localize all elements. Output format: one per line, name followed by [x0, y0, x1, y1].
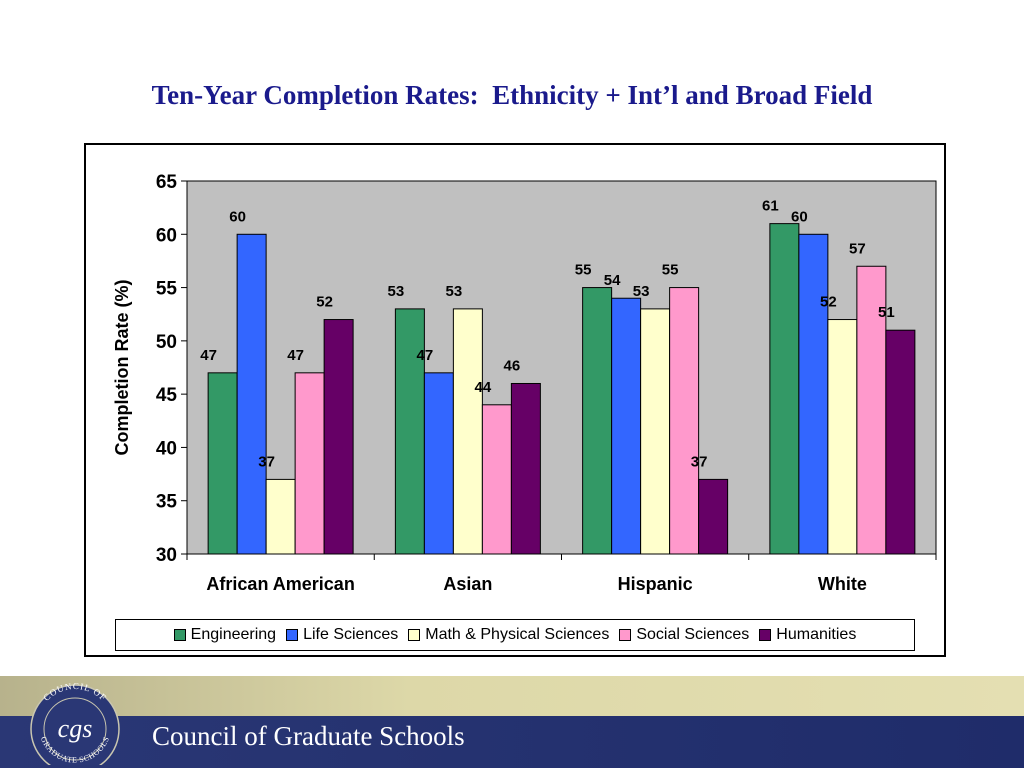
data-label: 52	[820, 294, 837, 311]
legend-item: Engineering	[173, 626, 277, 644]
bar	[481, 404, 512, 555]
legend-swatch	[759, 629, 772, 641]
bar	[294, 372, 325, 555]
bar	[798, 233, 829, 555]
bar	[582, 287, 613, 555]
data-label: 51	[878, 304, 895, 321]
bar	[236, 233, 267, 555]
bar	[827, 319, 858, 555]
bar	[698, 478, 729, 555]
cgs-seal-logo: COUNCIL OF GRADUATE SCHOOLS cgs	[30, 683, 120, 765]
legend-swatch	[408, 629, 421, 641]
legend-swatch	[619, 629, 632, 641]
y-tick-label: 30	[156, 545, 177, 566]
x-category-label: White	[818, 574, 867, 594]
bar	[510, 382, 541, 555]
data-label: 37	[258, 453, 275, 470]
legend-label: Engineering	[190, 626, 277, 643]
y-tick-label: 50	[156, 332, 177, 353]
bar	[452, 308, 483, 555]
bar	[769, 223, 800, 555]
data-label: 60	[229, 208, 246, 225]
slide-title: Ten-Year Completion Rates: Ethnicity + I…	[151, 80, 873, 110]
y-tick-label: 60	[156, 225, 177, 246]
y-tick-label: 55	[156, 279, 178, 300]
bar-chart: 30 35 40 45 50 55 60 65 Completion Rate (%) 47 60 3…	[112, 172, 937, 594]
bar	[323, 319, 354, 555]
y-tick-label: 35	[156, 492, 178, 513]
seal-monogram: cgs	[58, 714, 93, 743]
data-label: 47	[417, 347, 434, 364]
footer-band	[0, 676, 1024, 716]
bar	[885, 329, 916, 555]
data-label: 44	[475, 379, 492, 396]
bar	[423, 372, 454, 555]
data-label: 57	[849, 240, 866, 257]
chart-legend: Engineering Life Sciences Math & Physical …	[115, 619, 915, 651]
x-category-label: Asian	[443, 574, 492, 594]
legend-label: Math & Physical Sciences	[425, 626, 610, 643]
data-label: 46	[504, 357, 521, 374]
bar	[640, 308, 671, 555]
legend-item: Math & Physical Sciences	[408, 626, 609, 644]
data-label: 54	[604, 272, 621, 289]
y-tick-label: 40	[156, 438, 177, 459]
data-label: 61	[762, 198, 779, 215]
organization-name: Council of Graduate Schools	[152, 721, 465, 751]
chart-frame: 30 35 40 45 50 55 60 65 Completion Rate (%) 47 60 3…	[84, 143, 946, 657]
y-tick-label: 65	[156, 172, 178, 193]
y-tick-label: 45	[156, 385, 178, 406]
bar	[856, 265, 887, 555]
data-label: 37	[691, 453, 708, 470]
data-label: 55	[575, 262, 592, 279]
legend-item: Life Sciences	[286, 626, 398, 644]
legend-swatch	[173, 629, 186, 641]
y-axis-title: Completion Rate (%)	[112, 279, 132, 455]
data-label: 55	[662, 262, 679, 279]
data-label: 60	[791, 208, 808, 225]
legend-label: Social Sciences	[636, 626, 750, 643]
legend-label: Life Sciences	[303, 626, 399, 643]
bar	[394, 308, 425, 555]
data-label: 53	[446, 283, 463, 300]
bar	[265, 478, 296, 555]
x-category-label: Hispanic	[618, 574, 693, 594]
legend-label: Humanities	[776, 626, 857, 643]
legend-item: Social Sciences	[619, 626, 749, 644]
bar	[207, 372, 238, 555]
bar	[611, 297, 642, 555]
footer-bar	[0, 716, 1024, 768]
data-label: 47	[200, 347, 217, 364]
legend-item: Humanities	[759, 626, 856, 644]
legend-swatch	[286, 629, 299, 641]
data-label: 52	[316, 294, 333, 311]
data-label: 47	[287, 347, 304, 364]
data-label: 53	[388, 283, 405, 300]
data-label: 53	[633, 283, 650, 300]
x-category-label: African American	[206, 574, 354, 594]
bar	[669, 287, 700, 555]
